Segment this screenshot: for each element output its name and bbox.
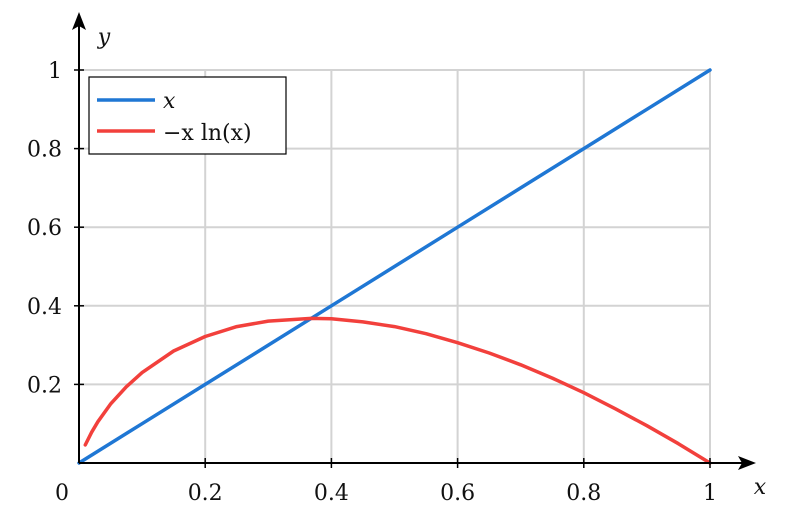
x-tick-label-1: 0.4 xyxy=(314,481,349,506)
origin-label: 0 xyxy=(55,481,69,506)
series-line-0 xyxy=(77,68,712,465)
y-tick-label-1: 0.4 xyxy=(27,295,62,320)
ticks xyxy=(74,69,711,468)
legend: x −x ln(x) xyxy=(88,76,287,155)
axes xyxy=(72,12,756,470)
y-axis-arrow-icon xyxy=(72,12,86,30)
x-axis-arrow-icon xyxy=(738,456,756,470)
tick-labels: 0.2 0.4 0.6 0.8 1 0.2 0.4 0.6 0.8 1 xyxy=(27,59,717,506)
y-tick-label-4: 1 xyxy=(48,59,62,84)
y-axis-label: y xyxy=(97,25,111,50)
x-axis-label: x xyxy=(754,475,767,500)
x-tick-label-0: 0.2 xyxy=(188,481,223,506)
series-line-1 xyxy=(83,316,712,465)
grid xyxy=(79,69,711,463)
y-tick-label-3: 0.8 xyxy=(27,138,62,163)
x-tick-label-3: 0.8 xyxy=(566,481,601,506)
legend-label-neg-x-ln-x: −x ln(x) xyxy=(163,121,252,146)
x-tick-label-4: 1 xyxy=(703,481,717,506)
x-tick-label-2: 0.6 xyxy=(440,481,475,506)
series-lines xyxy=(77,68,712,465)
y-tick-label-0: 0.2 xyxy=(27,373,62,398)
legend-box xyxy=(88,76,287,155)
legend-label-x: x xyxy=(163,89,176,114)
y-tick-label-2: 0.6 xyxy=(27,216,62,241)
